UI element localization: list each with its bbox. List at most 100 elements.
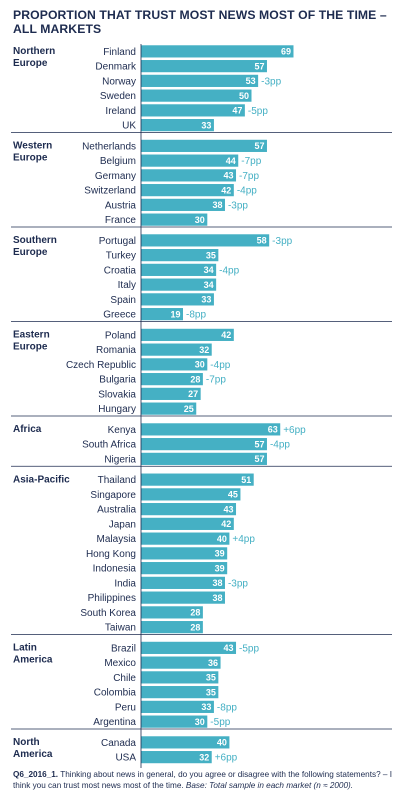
- change-label-brazil: -5pp: [239, 643, 259, 654]
- region-label-eastern-europe: Eastern Europe: [13, 330, 50, 353]
- bar-india: [141, 576, 225, 589]
- country-label-south-korea: South Korea: [80, 608, 136, 619]
- bar-peru: [141, 700, 214, 713]
- bar-philippines: [141, 591, 225, 604]
- change-label-bulgaria: -7pp: [206, 375, 226, 386]
- value-label-turkey: 35: [206, 250, 216, 260]
- value-label-taiwan: 28: [190, 622, 200, 632]
- bar-slovakia: [141, 387, 201, 400]
- country-label-taiwan: Taiwan: [105, 623, 136, 634]
- chart-title: PROPORTION THAT TRUST MOST NEWS MOST OF …: [13, 8, 387, 36]
- bar-chile: [141, 671, 219, 684]
- value-label-denmark: 57: [254, 61, 264, 71]
- bar-south-africa: [141, 438, 267, 451]
- country-label-japan: Japan: [109, 519, 136, 530]
- value-label-usa: 32: [199, 752, 209, 762]
- country-label-france: France: [105, 215, 137, 226]
- country-label-mexico: Mexico: [104, 658, 136, 669]
- region-label-western-europe: Western Europe: [13, 141, 52, 164]
- footnote-code: Q6_2016_1.: [13, 770, 59, 779]
- bar-romania: [141, 343, 212, 356]
- country-label-ireland: Ireland: [105, 106, 136, 117]
- country-label-romania: Romania: [96, 345, 136, 356]
- bar-belgium: [141, 154, 239, 167]
- value-label-poland: 42: [221, 330, 231, 340]
- value-label-brazil: 43: [224, 643, 234, 653]
- country-label-indonesia: Indonesia: [93, 564, 137, 575]
- bar-germany: [141, 169, 237, 182]
- value-label-mexico: 36: [208, 658, 218, 668]
- bar-kenya: [141, 423, 281, 436]
- country-label-singapore: Singapore: [90, 490, 136, 501]
- country-label-spain: Spain: [110, 295, 136, 306]
- region-label-north-america: North America: [13, 737, 53, 760]
- footnote-question: Thinking about news in general, do you a…: [13, 770, 392, 790]
- value-label-ireland: 47: [232, 106, 242, 116]
- change-label-india: -3pp: [228, 578, 248, 589]
- value-label-romania: 32: [199, 345, 209, 355]
- country-label-italy: Italy: [118, 280, 136, 291]
- value-label-france: 30: [195, 215, 205, 225]
- region-label-northern-europe: Northern Europe: [13, 46, 55, 69]
- value-label-kenya: 63: [268, 425, 278, 435]
- value-label-uk: 33: [201, 120, 211, 130]
- bar-mexico: [141, 656, 221, 669]
- change-label-germany: -7pp: [239, 171, 259, 182]
- value-label-austria: 38: [212, 200, 222, 210]
- bar-switzerland: [141, 184, 234, 197]
- value-label-peru: 33: [201, 702, 211, 712]
- bar-turkey: [141, 249, 219, 262]
- bar-spain: [141, 293, 214, 306]
- footnote-base: Base: Total sample in each market (n ≈ 2…: [185, 780, 354, 790]
- value-label-czech-republic: 30: [195, 360, 205, 370]
- region-label-asia-pacific: Asia-Pacific: [13, 474, 70, 485]
- country-label-bulgaria: Bulgaria: [99, 375, 136, 386]
- bar-poland: [141, 328, 234, 341]
- country-label-usa: USA: [115, 753, 136, 764]
- country-label-greece: Greece: [103, 310, 136, 321]
- country-label-portugal: Portugal: [99, 236, 136, 247]
- value-label-thailand: 51: [241, 475, 251, 485]
- value-label-norway: 53: [246, 76, 256, 86]
- value-label-indonesia: 39: [215, 563, 225, 573]
- bar-canada: [141, 736, 230, 749]
- trust-bar-chart: Northern Europe Finland 69 Denmark 57 Norway 53…: [11, 44, 392, 768]
- country-label-uk: UK: [122, 121, 136, 132]
- bar-greece: [141, 308, 183, 321]
- change-label-peru: -8pp: [217, 702, 237, 713]
- region-label-southern-europe: Southern Europe: [13, 235, 57, 258]
- value-label-croatia: 34: [204, 265, 214, 275]
- bar-singapore: [141, 488, 241, 501]
- bar-sweden: [141, 89, 252, 102]
- value-label-chile: 35: [206, 673, 216, 683]
- bar-brazil: [141, 641, 237, 654]
- bar-indonesia: [141, 562, 228, 575]
- bar-czech-republic: [141, 358, 208, 371]
- country-label-switzerland: Switzerland: [84, 186, 136, 197]
- bar-finland: [141, 45, 294, 58]
- bar-south-korea: [141, 606, 203, 619]
- bar-japan: [141, 517, 234, 530]
- bar-denmark: [141, 60, 267, 73]
- value-label-india: 38: [212, 578, 222, 588]
- bar-australia: [141, 503, 237, 516]
- bar-croatia: [141, 263, 217, 276]
- bar-austria: [141, 198, 225, 211]
- change-label-usa: +6pp: [215, 753, 238, 764]
- value-label-portugal: 58: [257, 236, 267, 246]
- value-label-finland: 69: [281, 47, 291, 57]
- country-label-thailand: Thailand: [98, 475, 136, 486]
- value-label-greece: 19: [170, 309, 180, 319]
- footnote: Q6_2016_1. Thinking about news in genera…: [13, 770, 393, 791]
- change-label-belgium: -7pp: [241, 156, 261, 167]
- value-label-south-korea: 28: [190, 608, 200, 618]
- value-label-belgium: 44: [226, 156, 236, 166]
- bar-norway: [141, 74, 259, 87]
- country-label-brazil: Brazil: [111, 643, 136, 654]
- value-label-slovakia: 27: [188, 389, 198, 399]
- country-label-czech-republic: Czech Republic: [66, 360, 136, 371]
- change-label-ireland: -5pp: [248, 106, 268, 117]
- bar-ireland: [141, 104, 245, 117]
- country-label-norway: Norway: [102, 76, 136, 87]
- country-label-belgium: Belgium: [100, 156, 136, 167]
